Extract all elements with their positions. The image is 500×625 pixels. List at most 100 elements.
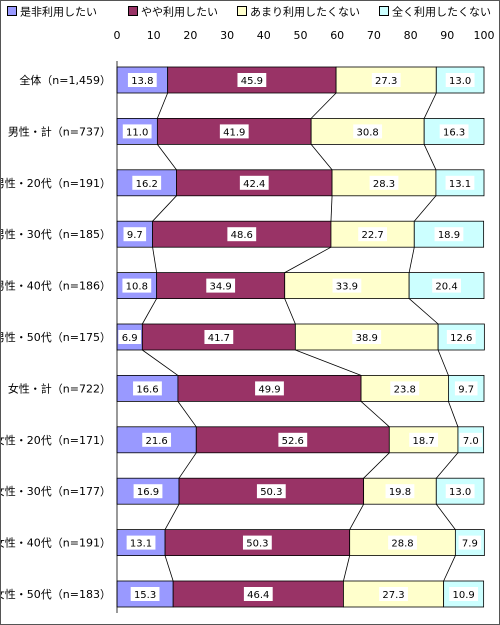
data-label: 13.0 bbox=[449, 76, 471, 87]
data-label: 11.0 bbox=[126, 127, 148, 138]
category-label: 男性・30代（n=185） bbox=[1, 227, 111, 241]
data-label: 19.8 bbox=[389, 487, 411, 498]
category-label: 男性・40代（n=186） bbox=[1, 279, 111, 293]
category-label: 男性・50代（n=175） bbox=[1, 330, 111, 344]
data-label: 15.3 bbox=[134, 590, 156, 601]
data-label: 45.9 bbox=[241, 76, 263, 87]
category-label: 女性・20代（n=171） bbox=[1, 433, 111, 447]
data-label: 16.2 bbox=[136, 179, 158, 190]
legend-swatch-1 bbox=[128, 6, 138, 16]
connector-line bbox=[423, 92, 437, 119]
x-tick-label: 80 bbox=[404, 29, 418, 42]
data-label-box bbox=[256, 484, 286, 499]
data-label: 13.1 bbox=[449, 179, 471, 190]
connector-line bbox=[156, 92, 169, 119]
data-label: 22.7 bbox=[361, 230, 383, 241]
connector-line bbox=[142, 349, 179, 376]
data-label: 46.4 bbox=[247, 590, 269, 601]
data-label: 16.6 bbox=[136, 384, 158, 395]
data-label: 28.3 bbox=[373, 179, 395, 190]
data-label-box bbox=[445, 73, 475, 87]
data-label: 50.3 bbox=[246, 539, 268, 550]
connector-line bbox=[157, 144, 177, 171]
data-label-box bbox=[204, 330, 234, 344]
data-label-box bbox=[118, 330, 141, 344]
data-label-box bbox=[133, 381, 162, 396]
x-tick-label: 40 bbox=[257, 29, 271, 42]
bar-segment-1 bbox=[167, 66, 337, 94]
connector-line bbox=[408, 247, 415, 273]
data-label-box bbox=[126, 535, 156, 550]
connector-line bbox=[408, 298, 439, 325]
data-label-box bbox=[379, 587, 408, 601]
data-label: 7.9 bbox=[462, 539, 478, 550]
connector-line bbox=[360, 401, 390, 428]
bar-segment-3 bbox=[435, 477, 485, 505]
data-label: 34.9 bbox=[210, 282, 232, 293]
connector-line bbox=[443, 555, 456, 582]
data-label: 38.9 bbox=[356, 333, 378, 344]
data-label-box bbox=[459, 432, 483, 447]
data-label-box bbox=[449, 587, 479, 601]
data-label-box bbox=[409, 432, 439, 447]
connector-line bbox=[164, 555, 174, 582]
data-label: 18.9 bbox=[438, 230, 460, 241]
category-label: 女性・30代（n=177） bbox=[1, 484, 111, 498]
data-label-box bbox=[278, 432, 308, 447]
data-label-box bbox=[454, 381, 478, 396]
data-label: 28.8 bbox=[391, 539, 413, 550]
data-label-box bbox=[445, 484, 475, 499]
data-label: 48.6 bbox=[231, 230, 253, 241]
data-label-box bbox=[239, 175, 269, 190]
data-label-box bbox=[439, 124, 469, 139]
data-label: 21.6 bbox=[146, 436, 168, 447]
legend-label-0: 是非利用したい bbox=[20, 6, 97, 19]
x-tick-label: 0 bbox=[114, 29, 121, 42]
data-label-box bbox=[352, 330, 382, 344]
data-label: 23.8 bbox=[394, 384, 416, 395]
x-tick-label: 30 bbox=[220, 29, 234, 42]
connector-line bbox=[152, 247, 158, 273]
data-label: 13.0 bbox=[449, 487, 471, 498]
category-label: 男性・20代（n=191） bbox=[1, 176, 111, 190]
data-label-box bbox=[219, 124, 249, 139]
data-label-box bbox=[332, 278, 362, 293]
data-label-box bbox=[133, 484, 163, 499]
connector-line bbox=[164, 504, 180, 530]
data-label-box bbox=[122, 278, 152, 293]
data-label: 13.1 bbox=[130, 539, 152, 550]
legend-swatch-3 bbox=[379, 6, 389, 16]
connector-line bbox=[343, 555, 351, 582]
connector-line bbox=[310, 144, 333, 171]
data-label-box bbox=[255, 381, 284, 396]
bar-segment-3 bbox=[448, 374, 485, 402]
connector-line bbox=[284, 246, 332, 273]
data-label: 52.6 bbox=[282, 436, 304, 447]
data-label: 27.3 bbox=[375, 76, 397, 87]
data-label-box bbox=[385, 484, 415, 499]
connector-line bbox=[141, 298, 157, 325]
data-label-box bbox=[369, 175, 399, 190]
data-label: 9.7 bbox=[458, 384, 474, 395]
data-label-box bbox=[206, 278, 236, 293]
connector-line bbox=[423, 144, 437, 170]
data-label: 16.9 bbox=[137, 487, 159, 498]
legend-label-2: あまり利用したくない bbox=[250, 6, 360, 19]
data-label-box bbox=[371, 73, 401, 87]
connector-line bbox=[310, 92, 337, 119]
data-label-box bbox=[237, 73, 267, 87]
connector-line bbox=[413, 195, 437, 222]
connector-line bbox=[435, 452, 459, 479]
data-label: 27.3 bbox=[382, 590, 404, 601]
x-tick-label: 90 bbox=[440, 29, 454, 42]
connector-line bbox=[178, 452, 197, 479]
data-label-box bbox=[358, 227, 388, 242]
connector-line bbox=[152, 195, 177, 222]
connector-line bbox=[330, 195, 333, 222]
category-label: 男性・計（n=737） bbox=[8, 124, 111, 138]
data-label-box bbox=[353, 124, 383, 139]
category-label: 女性・計（n=722） bbox=[8, 381, 111, 395]
x-tick-label: 20 bbox=[183, 29, 197, 42]
